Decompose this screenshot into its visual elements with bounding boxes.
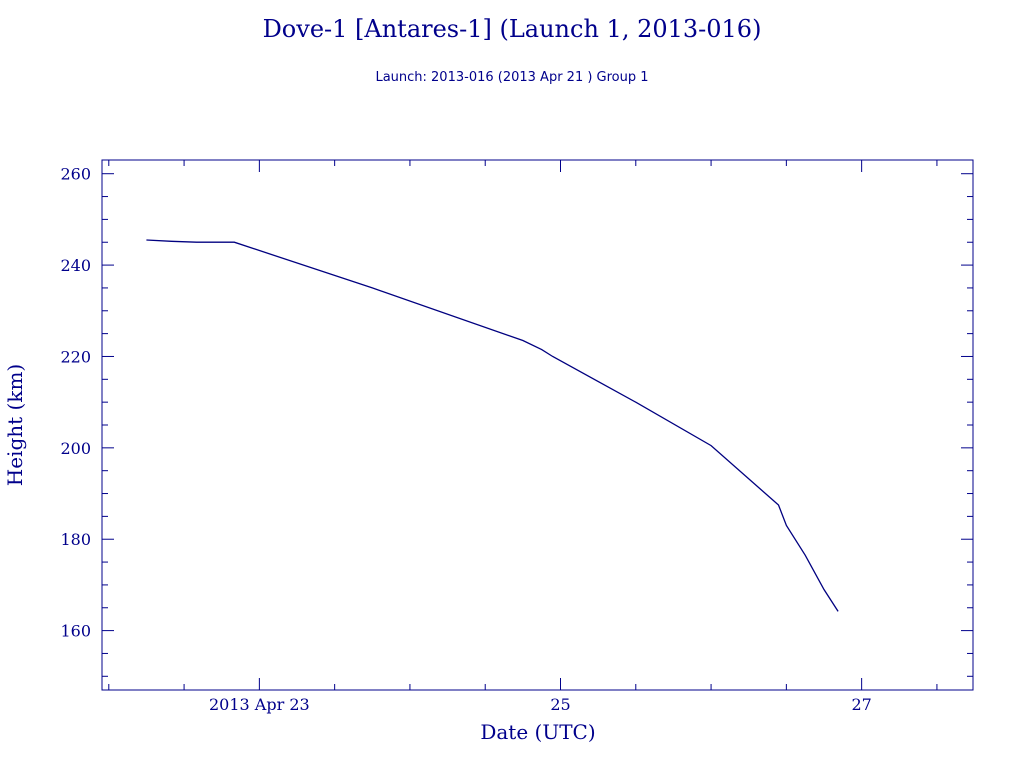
chart-title: Dove-1 [Antares-1] (Launch 1, 2013-016): [263, 15, 762, 43]
x-tick-label: 2013 Apr 23: [209, 695, 310, 714]
y-tick-label: 180: [60, 530, 91, 549]
y-tick-label: 260: [60, 165, 91, 184]
y-axis-label: Height (km): [3, 364, 27, 486]
y-tick-label: 200: [60, 439, 91, 458]
y-tick-label: 160: [60, 622, 91, 641]
y-tick-labels: 160 180 200 220 240 260: [60, 165, 91, 641]
x-tick-labels: 2013 Apr 23 25 27: [209, 695, 872, 714]
x-axis-label: Date (UTC): [480, 720, 595, 744]
y-tick-label: 220: [60, 347, 91, 366]
plot-frame: [101, 159, 974, 691]
height-series-line: [146, 239, 839, 612]
x-tick-label: 25: [550, 695, 570, 714]
x-tick-label: 27: [851, 695, 871, 714]
chart-subtitle: Launch: 2013-016 (2013 Apr 21 ) Group 1: [375, 70, 648, 85]
y-tick-label: 240: [60, 256, 91, 275]
axis-ticks: [102, 160, 973, 690]
